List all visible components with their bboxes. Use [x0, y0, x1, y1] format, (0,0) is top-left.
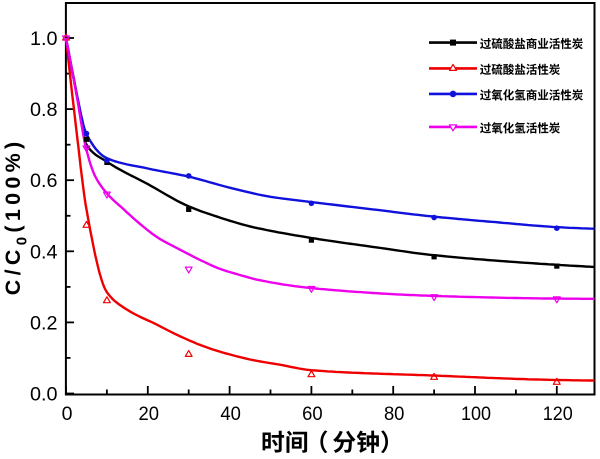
svg-text:0.6: 0.6: [30, 170, 58, 192]
svg-text:0: 0: [62, 403, 73, 425]
svg-text:1.0: 1.0: [30, 28, 58, 50]
svg-text:80: 80: [384, 403, 405, 425]
svg-text:0.8: 0.8: [30, 99, 58, 121]
svg-text:20: 20: [139, 403, 160, 425]
svg-text:0.0: 0.0: [30, 384, 58, 406]
svg-text:60: 60: [302, 403, 323, 425]
svg-text:0.4: 0.4: [30, 241, 58, 263]
svg-text:120: 120: [543, 403, 573, 425]
svg-text:100: 100: [461, 403, 491, 425]
svg-text:0.2: 0.2: [30, 312, 58, 334]
svg-text:40: 40: [220, 403, 241, 425]
